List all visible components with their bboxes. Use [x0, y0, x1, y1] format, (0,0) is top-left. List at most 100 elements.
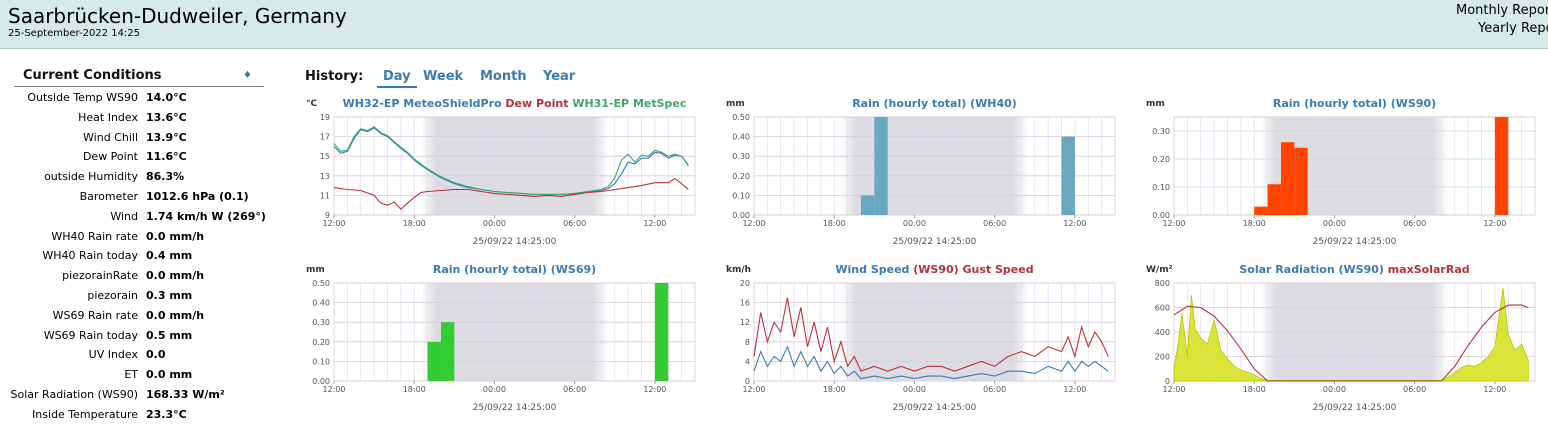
condition-label: Heat Index: [78, 110, 138, 124]
bar: [1280, 142, 1295, 215]
series-area: [1173, 287, 1529, 382]
y-tick-label: 19: [320, 113, 330, 122]
condition-label: WH40 Rain rate: [51, 229, 138, 243]
plot-area: [1173, 116, 1536, 216]
chart-timestamp: 25/09/22 14:25:00: [893, 403, 977, 413]
current-conditions-header[interactable]: Current Conditions ♦: [14, 66, 264, 87]
y-tick-label: 8: [745, 338, 750, 347]
plot-area: [1173, 282, 1536, 382]
x-tick-label: 00:00: [903, 385, 926, 394]
condition-row: UV Index 0.0: [14, 344, 264, 364]
condition-value: 0.4 mm: [146, 249, 193, 263]
chart-panel: 0.00 0.10 0.20 0.30 0.40 0.50 12:00 18:00 00:00 0…: [726, 97, 1116, 247]
title-part: WH31-EP MetSpec: [569, 97, 687, 110]
condition-label: Solar Radiation (WS90): [10, 387, 138, 401]
condition-label: WH40 Rain today: [42, 249, 138, 263]
condition-label: Inside Temperature: [32, 407, 138, 421]
x-tick-label: 06:00: [1403, 385, 1426, 394]
y-tick-label: 200: [1155, 353, 1170, 362]
series-line: [1173, 304, 1529, 382]
condition-value: 168.33 W/m²: [146, 387, 225, 401]
condition-row: WH40 Rain today 0.4 mm: [14, 245, 264, 265]
y-tick-label: 600: [1155, 304, 1170, 313]
unit-label: °C: [306, 99, 318, 109]
x-tick-label: 12:00: [1483, 385, 1506, 394]
y-tick-label: 13: [320, 172, 330, 181]
title-part: Solar Radiation (WS90): [1239, 263, 1384, 276]
y-tick-label: 0.00: [732, 211, 750, 220]
condition-row: Barometer 1012.6 hPa (0.1): [14, 186, 264, 206]
unit-label: mm: [726, 99, 745, 109]
y-tick-label: 0.20: [1152, 155, 1170, 164]
station-title: Saarbrücken-Dudweiler, Germany: [8, 4, 347, 28]
chart-title: Rain (hourly total) (WH40): [852, 97, 1017, 110]
y-tick-label: 15: [320, 152, 330, 161]
tab-year[interactable]: Year: [543, 69, 576, 84]
yearly-report-link[interactable]: Yearly Report: [1478, 21, 1548, 36]
x-tick-label: 00:00: [903, 219, 926, 228]
condition-value: 23.3°C: [146, 407, 187, 421]
x-tick-label: 12:00: [643, 385, 666, 394]
chart-panel: 0 4 8 12 16 20 12:00 18:00 00:00 06:00 12:00 km/h Wi…: [726, 263, 1116, 413]
x-tick-label: 12:00: [322, 385, 345, 394]
chart-title: Wind Speed (WS90) Gust Speed: [835, 263, 1033, 276]
bar: [427, 341, 441, 381]
condition-row: outside Humidity 86.3%: [14, 166, 264, 186]
bar: [654, 283, 669, 381]
night-band: [420, 117, 609, 215]
x-tick-label: 00:00: [1323, 219, 1346, 228]
tab-month[interactable]: Month: [480, 69, 527, 84]
chart-title: Solar Radiation (WS90) maxSolarRad: [1239, 263, 1469, 276]
condition-row: Wind 1.74 km/h W (269°): [14, 206, 266, 226]
night-band: [840, 283, 1029, 381]
condition-value: 0.0 mm/h: [146, 269, 205, 283]
x-tick-label: 00:00: [483, 219, 506, 228]
y-tick-label: 0: [1165, 377, 1170, 386]
condition-value: 0.0 mm: [146, 368, 193, 382]
collapse-toggle-icon[interactable]: ♦: [243, 70, 252, 81]
condition-row: piezorainRate 0.0 mm/h: [14, 265, 264, 285]
title-part: maxSolarRad: [1384, 263, 1470, 276]
condition-label: Wind: [110, 209, 138, 223]
tab-day[interactable]: Day: [377, 69, 417, 88]
series-line: [753, 345, 1109, 380]
y-tick-label: 12: [740, 318, 750, 327]
conditions-table: Outside Temp WS90 14.0°C Heat Index 13.6°C W…: [10, 87, 266, 424]
condition-label: Barometer: [79, 189, 138, 203]
plot-area: [753, 282, 1116, 382]
plot-area: [333, 282, 696, 382]
condition-label: ET: [124, 368, 138, 382]
condition-value: 14.0°C: [146, 91, 187, 104]
condition-value: 0.0: [146, 348, 166, 362]
series-line: [753, 297, 1109, 372]
condition-label: piezorainRate: [62, 269, 138, 283]
chart-timestamp: 25/09/22 14:25:00: [1313, 237, 1397, 247]
y-tick-label: 0.10: [312, 357, 330, 366]
chart-panel: 0.00 0.10 0.20 0.30 0.40 0.50 12:00 18:00 00:00 0…: [306, 263, 696, 413]
unit-label: W/m²: [1146, 265, 1173, 275]
condition-value: 0.3 mm: [146, 288, 193, 302]
y-tick-label: 0.20: [312, 338, 330, 347]
x-tick-label: 12:00: [1162, 385, 1185, 394]
x-tick-label: 12:00: [1162, 219, 1185, 228]
condition-value: 13.9°C: [146, 130, 187, 144]
chart-timestamp: 25/09/22 14:25:00: [473, 403, 557, 413]
report-datetime: 25-September-2022 14:25: [8, 28, 141, 39]
tab-week[interactable]: Week: [423, 69, 464, 84]
condition-row: Dew Point 11.6°C: [14, 146, 264, 166]
x-tick-label: 18:00: [823, 219, 846, 228]
condition-value: 13.6°C: [146, 110, 187, 124]
y-tick-label: 0.30: [312, 318, 330, 327]
condition-row: Wind Chill 13.9°C: [14, 127, 264, 147]
x-tick-label: 06:00: [983, 385, 1006, 394]
unit-label: mm: [1146, 99, 1165, 109]
y-tick-label: 0.30: [1152, 127, 1170, 136]
x-tick-label: 12:00: [322, 219, 345, 228]
bar: [440, 322, 455, 381]
condition-row: WS69 Rain rate 0.0 mm/h: [14, 305, 264, 325]
condition-row: Solar Radiation (WS90) 168.33 W/m²: [10, 384, 264, 404]
y-tick-label: 20: [740, 279, 750, 288]
monthly-report-link[interactable]: Monthly Report: [1456, 3, 1548, 18]
condition-value: 86.3%: [146, 170, 185, 184]
title-part: WH32-EP MeteoShieldPro: [343, 97, 502, 110]
